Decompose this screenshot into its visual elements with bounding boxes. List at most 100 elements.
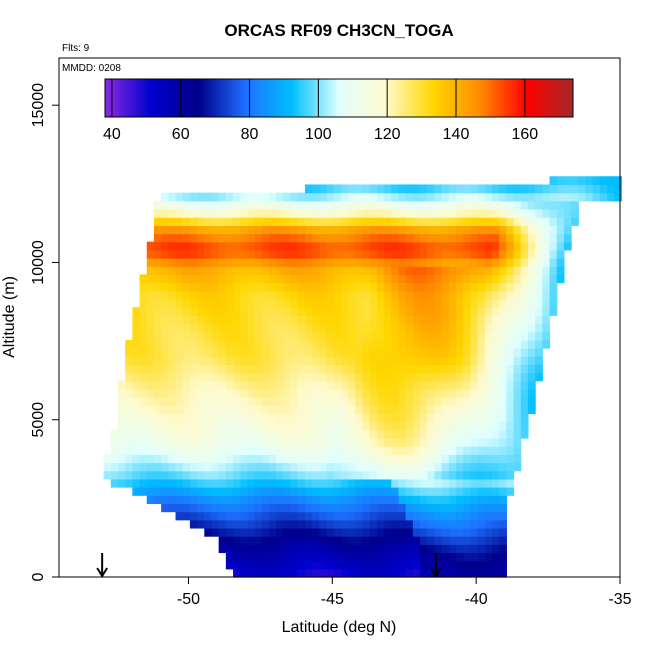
- heatmap-cell: [161, 454, 169, 464]
- colorbar-segment: [421, 79, 426, 117]
- heatmap-cell: [391, 405, 400, 415]
- heatmap-cell: [304, 372, 313, 382]
- heatmap-cell: [571, 217, 579, 226]
- heatmap-cell: [146, 348, 155, 357]
- heatmap-cell: [175, 511, 184, 521]
- heatmap-cell: [527, 372, 536, 382]
- heatmap-cell: [391, 437, 400, 447]
- heatmap-cell: [614, 184, 623, 194]
- heatmap-cell: [182, 225, 191, 235]
- heatmap-cell: [405, 315, 414, 325]
- heatmap-cell: [146, 380, 155, 390]
- heatmap-cell: [448, 364, 457, 374]
- heatmap-cell: [484, 339, 493, 349]
- heatmap-cell: [463, 388, 471, 398]
- heatmap-cell: [182, 446, 191, 455]
- heatmap-cell: [161, 478, 169, 488]
- heatmap-cell: [448, 487, 457, 496]
- heatmap-cell: [139, 298, 148, 308]
- heatmap-cell: [247, 249, 256, 259]
- heatmap-cell: [391, 315, 400, 325]
- heatmap-cell: [204, 527, 213, 537]
- heatmap-cell: [168, 348, 177, 357]
- heatmap-cell: [499, 241, 507, 251]
- heatmap-cell: [369, 339, 378, 349]
- heatmap-cell: [491, 446, 500, 455]
- heatmap-cell: [168, 446, 177, 455]
- heatmap-cell: [261, 478, 270, 488]
- heatmap-cell: [484, 258, 493, 267]
- heatmap-cell: [326, 511, 335, 521]
- heatmap-cell: [204, 356, 213, 365]
- heatmap-cell: [225, 266, 234, 276]
- heatmap-cell: [434, 307, 443, 316]
- heatmap-cell: [297, 380, 306, 390]
- heatmap-cell: [484, 478, 493, 488]
- heatmap-cell: [391, 478, 400, 488]
- heatmap-cell: [470, 446, 479, 455]
- heatmap-cell: [218, 298, 227, 308]
- heatmap-cell: [290, 249, 299, 259]
- heatmap-cell: [197, 217, 205, 226]
- heatmap-cell: [146, 290, 155, 300]
- heatmap-cell: [391, 217, 400, 226]
- heatmap-cell: [304, 544, 313, 554]
- heatmap-cell: [211, 397, 220, 406]
- heatmap-cell: [348, 511, 356, 521]
- heatmap-cell: [420, 519, 428, 529]
- heatmap-cell: [499, 225, 507, 235]
- heatmap-cell: [218, 356, 227, 365]
- heatmap-cell: [319, 339, 328, 349]
- heatmap-cell: [355, 208, 364, 218]
- heatmap-cell: [427, 356, 436, 365]
- heatmap-cell: [139, 421, 148, 431]
- heatmap-cell: [225, 372, 234, 382]
- heatmap-cell: [506, 437, 515, 447]
- heatmap-cell: [225, 487, 234, 496]
- heatmap-cell: [420, 388, 428, 398]
- heatmap-cell: [520, 290, 529, 300]
- heatmap-cell: [376, 552, 385, 562]
- heatmap-cell: [549, 208, 558, 218]
- heatmap-cell: [491, 266, 500, 276]
- heatmap-cell: [247, 437, 256, 447]
- heatmap-cell: [427, 307, 436, 316]
- heatmap-cell: [333, 315, 342, 325]
- heatmap-cell: [333, 421, 342, 431]
- heatmap-cell: [290, 495, 299, 504]
- heatmap-cell: [391, 380, 400, 390]
- heatmap-cell: [240, 495, 249, 504]
- heatmap-cell: [218, 536, 227, 545]
- heatmap-cell: [312, 258, 320, 267]
- heatmap-cell: [304, 307, 313, 316]
- heatmap-cell: [218, 519, 227, 529]
- heatmap-cell: [384, 258, 392, 267]
- heatmap-cell: [477, 258, 486, 267]
- heatmap-cell: [499, 282, 507, 292]
- heatmap-cell: [391, 552, 400, 562]
- heatmap-cell: [391, 208, 400, 218]
- heatmap-cell: [470, 405, 479, 415]
- heatmap-cell: [175, 478, 184, 488]
- heatmap-cell: [283, 290, 292, 300]
- heatmap-cell: [398, 413, 407, 423]
- heatmap-cell: [211, 266, 220, 276]
- heatmap-cell: [312, 478, 320, 488]
- heatmap-cell: [189, 339, 198, 349]
- heatmap-cell: [491, 208, 500, 218]
- heatmap-cell: [376, 298, 385, 308]
- heatmap-cell: [233, 413, 241, 423]
- heatmap-cell: [362, 462, 371, 472]
- heatmap-cell: [376, 348, 385, 357]
- heatmap-cell: [269, 568, 277, 578]
- heatmap-cell: [513, 331, 522, 341]
- heatmap-cell: [153, 233, 162, 243]
- heatmap-cell: [412, 298, 421, 308]
- heatmap-cell: [326, 519, 335, 529]
- heatmap-cell: [420, 413, 428, 423]
- heatmap-cell: [240, 503, 249, 513]
- heatmap-cell: [369, 266, 378, 276]
- heatmap-cell: [312, 397, 320, 406]
- heatmap-cell: [276, 503, 284, 513]
- heatmap-cell: [391, 331, 400, 341]
